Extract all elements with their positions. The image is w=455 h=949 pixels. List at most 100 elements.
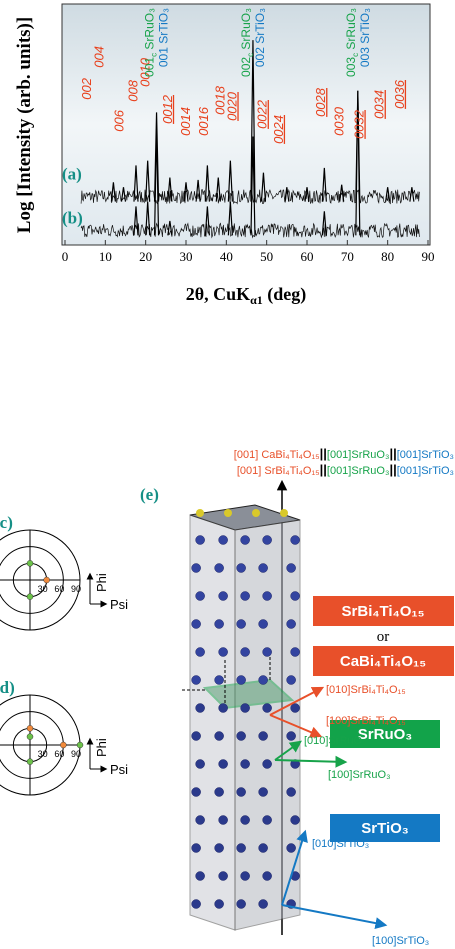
y-axis-label: Log [Intensity (arb. units)]: [14, 17, 35, 233]
atom: [287, 788, 296, 797]
atom: [241, 536, 250, 545]
atom: [237, 732, 246, 741]
x-tick-label: 90: [422, 249, 435, 264]
label-part: α1: [250, 293, 263, 307]
label-part: [001]SrRuO₃: [327, 465, 390, 477]
peak-label: 0034: [372, 90, 387, 119]
peak-label: 0036: [392, 79, 407, 109]
peak-label: 0014: [178, 107, 193, 136]
x-axis-label: 2θ, CuKα1 (deg): [186, 284, 307, 307]
atom: [196, 760, 205, 769]
direction-label: [010]SrRuO₃: [304, 735, 367, 747]
atom: [241, 872, 250, 881]
atom: [219, 816, 228, 825]
atom: [196, 509, 204, 517]
trace-label: (a): [62, 165, 82, 184]
atom: [280, 509, 288, 517]
x-tick-label: 10: [99, 249, 112, 264]
atom: [215, 732, 224, 741]
figure: 0102030405060708090Log [Intensity (arb. …: [0, 0, 455, 949]
atom: [196, 704, 205, 713]
atom: [192, 732, 201, 741]
label-part: [001]SrRuO₃: [327, 449, 390, 461]
atom: [192, 900, 201, 909]
atom: [259, 900, 268, 909]
prism-face: [190, 515, 235, 930]
or-text: or: [377, 629, 390, 645]
atom: [192, 676, 201, 685]
atom: [219, 704, 228, 713]
srtio3-label: 001 SrTiO₃: [157, 8, 171, 67]
atom: [196, 816, 205, 825]
direction-label: [010]SrTiO₃: [312, 838, 369, 850]
atom: [192, 788, 201, 797]
pole-dot: [27, 560, 33, 566]
psi-label: Psi: [110, 597, 128, 612]
x-tick-label: 20: [139, 249, 152, 264]
atom: [291, 536, 300, 545]
x-tick-label: 30: [180, 249, 193, 264]
atom: [287, 676, 296, 685]
atom: [291, 592, 300, 601]
atom: [259, 676, 268, 685]
x-tick-label: 40: [220, 249, 233, 264]
atom: [192, 844, 201, 853]
peak-label: 0030: [331, 106, 346, 136]
atom: [196, 592, 205, 601]
x-tick-label: 50: [260, 249, 273, 264]
atom: [219, 648, 228, 657]
atom: [192, 620, 201, 629]
label-part: ||: [389, 446, 396, 461]
peak-label: 0022: [255, 99, 270, 129]
peak-label: 006: [111, 109, 126, 131]
direction-label: [100]SrRuO₃: [328, 769, 391, 781]
atom: [219, 536, 228, 545]
label-part: 002: [239, 57, 253, 77]
atom: [263, 536, 272, 545]
atom: [237, 564, 246, 573]
atom: [219, 760, 228, 769]
atom: [241, 816, 250, 825]
atom: [287, 564, 296, 573]
atom: [215, 844, 224, 853]
phi-label: Phi: [94, 738, 109, 757]
pole-dot: [44, 577, 50, 583]
peak-label: 0020: [224, 91, 239, 121]
atom: [196, 536, 205, 545]
label-part: SrRuO₃: [143, 8, 157, 53]
peak-label: 0024: [271, 115, 286, 144]
atom: [215, 900, 224, 909]
atom: [219, 872, 228, 881]
pole-dot: [27, 594, 33, 600]
prism-face: [235, 520, 300, 930]
atom: [259, 844, 268, 853]
atom: [263, 760, 272, 769]
direction-label: [010]SrBi₄Ti₄O₁₅: [326, 684, 406, 696]
atom: [237, 620, 246, 629]
label-part: SrRuO₃: [239, 8, 253, 53]
atom: [241, 648, 250, 657]
ring-label: 90: [71, 584, 81, 594]
atom: [241, 760, 250, 769]
pole-dot: [27, 725, 33, 731]
ring-label: 60: [54, 749, 64, 759]
peak-label: 0016: [196, 106, 211, 136]
atom: [259, 788, 268, 797]
atom: [291, 704, 300, 713]
direction-label: [100]SrTiO₃: [372, 935, 429, 947]
crystal-structure: SrBi₄Ti₄O₁₅ or CaBi₄Ti₄O₁₅ SrRuO₃ SrTiO₃…: [140, 446, 454, 947]
atom: [287, 844, 296, 853]
atom: [263, 592, 272, 601]
ring-label: 90: [71, 749, 81, 759]
label-part: [001]SrTiO₃: [397, 449, 454, 461]
atom: [237, 900, 246, 909]
x-tick-label: 70: [341, 249, 354, 264]
label-part: ||: [389, 462, 396, 477]
atom: [259, 620, 268, 629]
panel-label: (d): [0, 678, 15, 697]
atom: [287, 732, 296, 741]
atom: [259, 564, 268, 573]
atom: [237, 788, 246, 797]
label-part: ||: [320, 462, 327, 477]
